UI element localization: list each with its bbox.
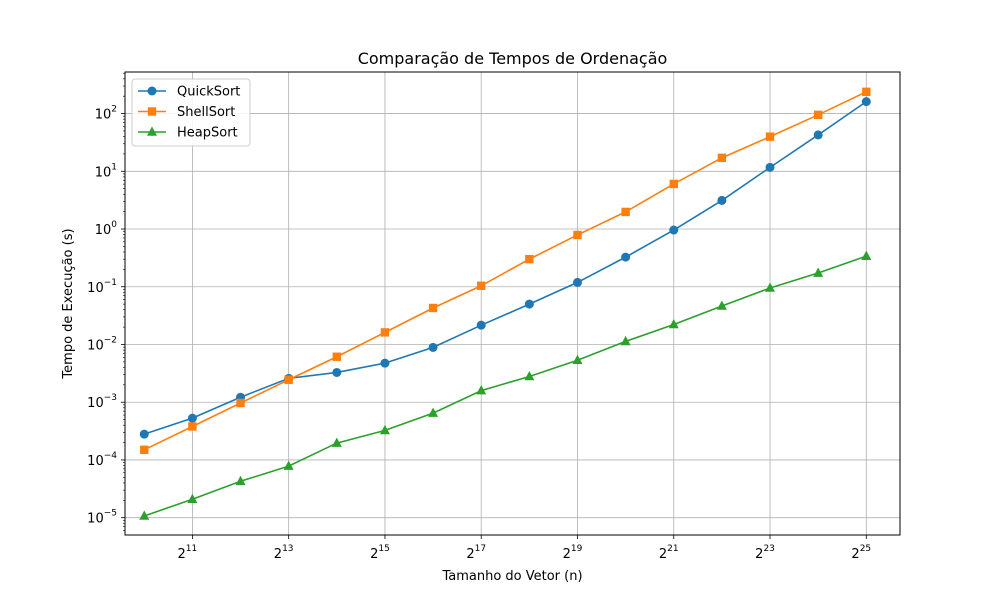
data-point xyxy=(139,510,150,520)
legend-item-heapsort: HeapSort xyxy=(138,126,238,141)
y-tick-label: 100 xyxy=(95,220,118,238)
series-shellsort xyxy=(140,87,871,454)
plot-frame xyxy=(124,71,901,536)
data-point xyxy=(621,207,630,217)
data-point xyxy=(332,367,342,377)
axis-ticks: 211 213 215 217 219 221 223 225 10−5 10−4 10−3 10−2… xyxy=(87,72,871,562)
legend-marker xyxy=(147,126,157,136)
data-point xyxy=(765,282,776,292)
x-tick-label: 219 xyxy=(563,544,583,562)
legend-marker xyxy=(147,107,157,116)
data-point xyxy=(187,493,198,503)
x-tick-label: 221 xyxy=(659,544,679,562)
series-line xyxy=(144,100,867,435)
data-point xyxy=(332,352,342,361)
legend: QuickSort ShellSort HeapSort xyxy=(131,78,251,147)
series-line xyxy=(143,91,867,451)
data-point xyxy=(717,153,727,163)
data-point xyxy=(284,375,293,384)
data-point xyxy=(524,370,535,381)
data-point xyxy=(813,110,823,120)
data-point xyxy=(716,300,727,310)
data-point xyxy=(765,132,775,141)
data-point xyxy=(861,97,871,107)
data-point xyxy=(140,445,149,454)
y-tick-label: 10−1 xyxy=(87,278,117,296)
series-heapsort xyxy=(139,250,872,520)
data-point xyxy=(428,303,438,313)
legend-label: QuickSort xyxy=(177,85,240,100)
data-point xyxy=(620,335,631,346)
legend-item-shellsort: ShellSort xyxy=(138,105,235,120)
data-point xyxy=(283,460,294,470)
data-point xyxy=(669,225,679,235)
y-tick-label: 10−2 xyxy=(87,335,117,353)
data-point xyxy=(668,318,679,329)
legend-box xyxy=(131,78,251,147)
data-point xyxy=(669,179,678,189)
data-point xyxy=(188,422,197,431)
data-point xyxy=(813,130,823,140)
data-point xyxy=(573,230,582,240)
data-point xyxy=(380,328,390,337)
data-point xyxy=(476,320,486,330)
series-layer xyxy=(139,87,872,520)
x-tick-label: 215 xyxy=(370,544,390,562)
series-line xyxy=(143,255,867,517)
y-tick-label: 101 xyxy=(95,162,117,180)
data-point xyxy=(862,87,871,97)
data-point xyxy=(861,250,872,260)
legend-marker xyxy=(147,86,157,96)
data-point xyxy=(187,413,197,423)
chart-title: Comparação de Tempos de Ordenação xyxy=(358,49,668,68)
data-point xyxy=(139,429,149,439)
data-point xyxy=(765,162,775,172)
x-tick-label: 217 xyxy=(466,544,486,562)
x-tick-label: 213 xyxy=(274,544,294,562)
data-point xyxy=(717,195,727,205)
y-tick-label: 10−4 xyxy=(87,451,117,469)
data-point xyxy=(524,299,534,309)
x-axis-label: Tamanho do Vetor (n) xyxy=(441,569,582,584)
y-tick-label: 10−5 xyxy=(87,509,117,527)
y-tick-label: 10−3 xyxy=(87,393,117,411)
series-quicksort xyxy=(139,97,871,439)
y-tick-label: 102 xyxy=(95,105,117,123)
data-point xyxy=(476,385,487,395)
legend-item-quicksort: QuickSort xyxy=(138,85,240,100)
data-point xyxy=(525,254,534,264)
data-point xyxy=(379,424,390,435)
data-point xyxy=(477,281,486,290)
data-point xyxy=(428,407,439,417)
x-tick-label: 211 xyxy=(178,544,198,562)
data-point xyxy=(235,475,246,486)
legend-label: ShellSort xyxy=(177,105,235,120)
legend-label: HeapSort xyxy=(177,126,238,141)
x-tick-label: 225 xyxy=(851,544,871,562)
data-point xyxy=(380,358,390,368)
y-axis-label: Tempo de Execução (s) xyxy=(61,228,76,379)
data-point xyxy=(331,437,342,447)
x-tick-label: 223 xyxy=(755,544,775,562)
data-point xyxy=(236,398,245,408)
data-point xyxy=(813,267,824,277)
data-point xyxy=(572,277,582,287)
data-point xyxy=(621,252,631,262)
data-point xyxy=(572,354,583,365)
data-point xyxy=(428,342,438,352)
